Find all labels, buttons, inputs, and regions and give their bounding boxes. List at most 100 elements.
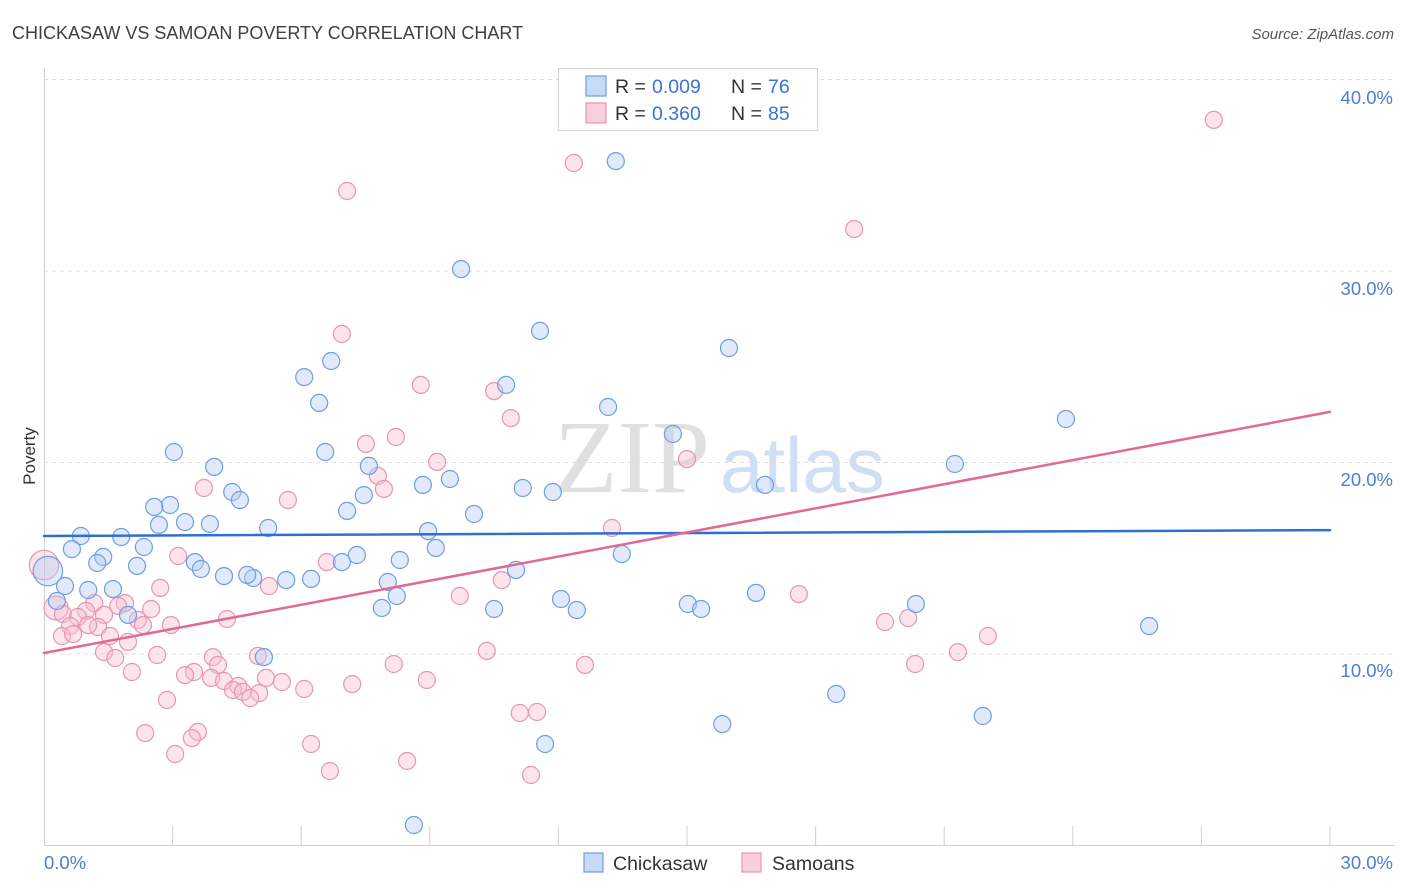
samoans-point <box>564 153 583 173</box>
samoans-point <box>905 654 925 674</box>
chickasaw-point <box>827 684 846 704</box>
samoans-point <box>250 683 269 703</box>
samoans-point <box>248 646 267 666</box>
samoans-trend-line <box>42 410 1332 655</box>
chickasaw-point <box>413 475 432 494</box>
samoans-point <box>875 612 895 632</box>
samoans-point <box>356 434 375 453</box>
chickasaw-point <box>277 570 296 590</box>
watermark-atlas: atlas <box>720 421 885 509</box>
source-label: Source: ZipAtlas.com <box>1251 26 1394 43</box>
chickasaw-point <box>372 598 391 618</box>
chickasaw-point <box>55 576 75 596</box>
chickasaw-point <box>88 553 107 573</box>
samoans-point <box>142 599 161 619</box>
chickasaw-point <box>485 599 504 619</box>
samoans-point <box>320 761 339 781</box>
chickasaw-point <box>47 591 67 611</box>
chickasaw-point <box>387 586 406 606</box>
samoans-point <box>492 570 511 590</box>
chickasaw-point <box>149 515 168 535</box>
samoans-point <box>317 552 336 572</box>
trend-lines <box>42 410 1332 655</box>
chickasaw-point <box>32 555 64 587</box>
chickasaw-point <box>1056 409 1076 429</box>
watermark: ZIP atlas <box>554 400 885 515</box>
chickasaw-points <box>32 152 1159 835</box>
stats-legend-r-value-chickasaw: 0.009 <box>652 76 701 98</box>
samoans-point <box>575 655 595 675</box>
samoans-point <box>79 615 98 635</box>
stats-legend-n-label: N = <box>731 103 762 125</box>
samoans-point <box>43 595 69 621</box>
samoans-point <box>166 744 185 764</box>
samoans-point <box>510 703 529 723</box>
chickasaw-point <box>145 497 164 516</box>
samoans-point <box>343 674 362 694</box>
chickasaw-point <box>79 580 98 600</box>
samoans-point <box>52 626 72 646</box>
chickasaw-point <box>295 368 314 387</box>
chickasaw-point <box>127 556 147 576</box>
samoans-point <box>182 728 201 748</box>
chickasaw-point <box>302 569 321 589</box>
legend-label-chickasaw: Chickasaw <box>613 853 708 875</box>
chickasaw-point <box>310 393 329 412</box>
samoans-point <box>94 642 114 662</box>
chickasaw-point <box>497 375 516 394</box>
y-tick-label-30: 30.0% <box>1341 278 1393 299</box>
chickasaw-point <box>543 482 562 502</box>
chickasaw-point <box>238 565 257 585</box>
samoans-point <box>28 549 60 581</box>
chickasaw-point <box>205 457 224 476</box>
samoans-point <box>948 642 968 662</box>
samoans-point <box>157 690 177 710</box>
samoans-point <box>136 723 155 743</box>
samoans-point <box>845 220 864 239</box>
chart-title: CHICKASAW VS SAMOAN POVERTY CORRELATION … <box>12 23 523 43</box>
chickasaw-point <box>378 572 397 592</box>
samoans-point <box>128 610 147 630</box>
chickasaw-point <box>535 734 555 754</box>
x-tick-label-max: 30.0% <box>1341 852 1393 873</box>
chickasaw-point <box>551 589 571 609</box>
samoans-point <box>677 450 697 469</box>
chickasaw-point <box>906 594 926 614</box>
stats-legend-n-value-samoans: 85 <box>768 103 790 125</box>
stats-legend-n-value-chickasaw: 76 <box>768 76 790 98</box>
samoans-point <box>256 668 276 688</box>
chickasaw-point <box>338 501 357 520</box>
samoans-point <box>175 665 195 685</box>
chickasaw-point <box>1139 616 1159 636</box>
chickasaw-point <box>254 647 273 667</box>
chickasaw-point <box>440 469 459 489</box>
chickasaw-point <box>606 152 625 171</box>
chickasaw-point <box>419 521 438 541</box>
samoans-point <box>521 765 541 785</box>
chickasaw-point <box>755 475 775 494</box>
watermark-zip: ZIP <box>554 400 710 515</box>
samoans-point <box>450 586 469 606</box>
samoans-point <box>272 672 291 692</box>
y-axis-label: Poverty <box>20 427 39 485</box>
samoans-point <box>477 641 496 661</box>
stats-legend-swatch-samoans <box>585 102 607 124</box>
samoans-point <box>428 452 447 471</box>
stats-legend-swatch-chickasaw <box>585 75 607 97</box>
samoans-point <box>63 624 83 644</box>
stats-legend-r-label: R = <box>615 103 646 125</box>
chickasaw-point <box>230 490 249 510</box>
chickasaw-point <box>118 605 138 625</box>
series-legend: Chickasaw Samoans <box>583 852 855 875</box>
chickasaw-point <box>404 815 423 835</box>
chickasaw-point <box>359 456 378 475</box>
samoans-point <box>259 576 279 596</box>
chickasaw-point <box>973 706 992 726</box>
stats-legend-r-label: R = <box>615 76 646 98</box>
chickasaw-point <box>426 538 445 558</box>
samoans-point <box>169 546 188 566</box>
chickasaw-point <box>390 550 409 570</box>
chickasaw-point <box>746 583 766 603</box>
samoans-points <box>28 110 1223 785</box>
chickasaw-point <box>567 600 586 620</box>
